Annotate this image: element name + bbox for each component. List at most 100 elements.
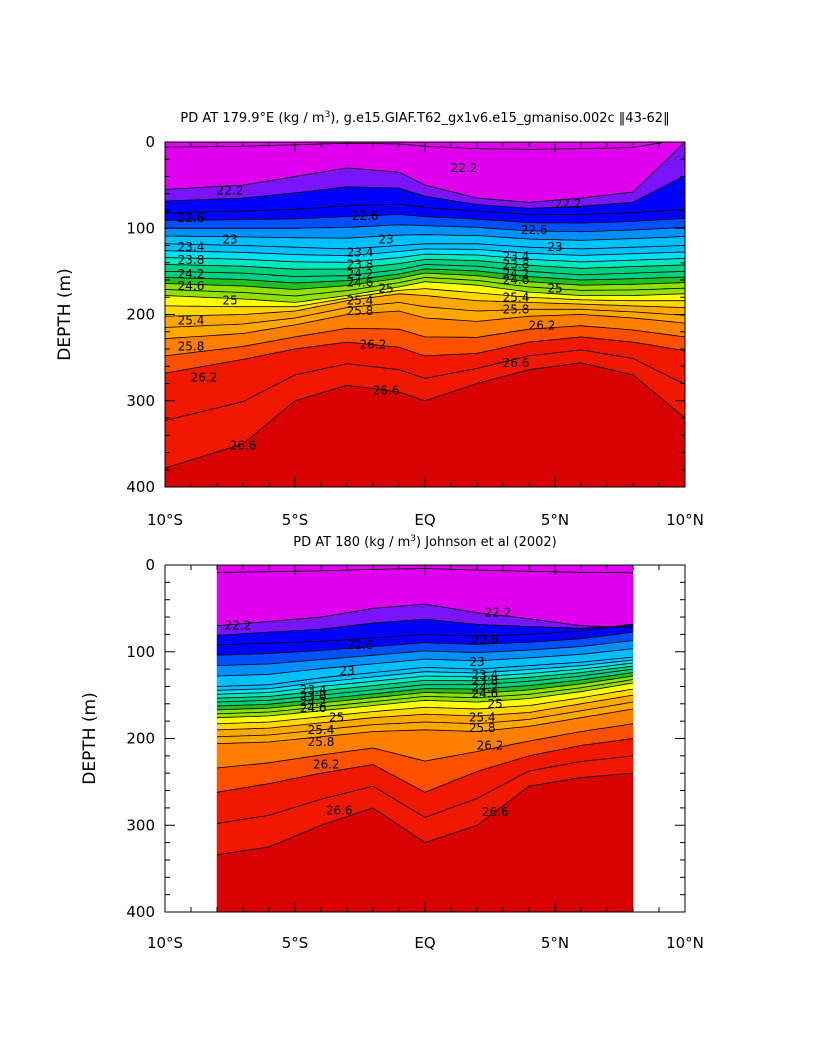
contour-label: 23.4 (347, 245, 374, 259)
isopycnal-line (164, 325, 686, 357)
isopycnal-line (165, 288, 685, 308)
contour-label: 25 (378, 282, 393, 296)
contour-label: 25.4 (347, 294, 374, 308)
contour-label: 23 (222, 233, 237, 247)
x-tick-label: 10°S (147, 934, 183, 952)
contour-label: 23.4 (300, 683, 327, 697)
contour-label: 25 (329, 711, 344, 725)
isopycnal-line (216, 603, 634, 628)
isopycnal-line (164, 175, 686, 209)
isopycnal-line (164, 264, 686, 278)
contour-label: 24.6 (300, 701, 327, 715)
isopycnal-line (216, 656, 634, 687)
y-tick-label: 0 (145, 133, 155, 151)
contour-label: 22.2 (224, 619, 251, 633)
isopycnal-line (164, 234, 686, 241)
contour-label: 25.4 (308, 723, 335, 737)
isopycnal-line (164, 349, 686, 421)
isopycnal-line (164, 281, 686, 303)
isopycnal-line (165, 224, 686, 233)
contour-label: 22.6 (178, 211, 205, 225)
chart-title-suffix: ) Johnson et al (2002) (416, 535, 557, 550)
contour-label: 22.2 (484, 606, 511, 620)
x-tick-label: EQ (414, 934, 435, 952)
y-tick-label: 100 (126, 219, 155, 237)
contour-label: 23 (469, 655, 484, 669)
isopycnal-line (164, 276, 686, 297)
x-tick-label: 10°N (666, 511, 704, 529)
bottom-density-section-panel: 22.222.222.6 22.6232323.423.423.823.824.2… (80, 534, 704, 952)
contour-label: 26.6 (482, 805, 509, 819)
contour-label: 23 (339, 664, 354, 678)
isopycnal-line (164, 258, 686, 270)
y-tick-label: 400 (126, 903, 155, 921)
contour-label: 24.2 (300, 695, 327, 709)
isopycnal-line (164, 248, 686, 257)
contour-label: 22.6 (352, 209, 379, 223)
contour-label: 24.6 (178, 279, 205, 293)
isopycnal-line (216, 668, 634, 703)
isopycnal-line (216, 694, 634, 731)
isopycnal-line (164, 336, 686, 374)
isopycnal-line (164, 301, 686, 328)
y-tick-label: 0 (145, 556, 155, 574)
contour-label: 25.8 (178, 339, 205, 353)
contour-label: 23.4 (471, 668, 498, 682)
isopycnal-line (216, 648, 634, 677)
contour-label: 26.2 (360, 338, 387, 352)
x-tick-label: 5°S (282, 934, 309, 952)
contour-label: 23.8 (347, 258, 374, 272)
y-tick-label: 300 (126, 816, 155, 834)
isopycnal-line (216, 672, 634, 707)
isopycnal-line (216, 688, 634, 725)
chart-title-prefix: PD AT 179.9°E (kg / m (180, 111, 324, 126)
contour-label: 25 (547, 282, 562, 296)
isopycnal-line (216, 659, 634, 691)
contour-label: 23.8 (503, 258, 530, 272)
contour-label: 22.2 (217, 183, 244, 197)
isopycnal-line (216, 738, 634, 793)
chart-title-superscript: 3 (325, 110, 331, 120)
chart-title: PD AT 180 (kg / m3) Johnson et al (2002) (293, 534, 557, 550)
chart-title-prefix: PD AT 180 (kg / m (293, 535, 410, 550)
contour-label: 24.2 (178, 267, 205, 281)
contour-label: 24.2 (471, 680, 498, 694)
isopycnal-line (216, 675, 634, 711)
y-tick-label: 400 (126, 478, 155, 496)
contour-label: 23.4 (178, 240, 205, 254)
contour-label: 26.6 (373, 383, 400, 397)
contour-label: 22.6 (347, 638, 374, 652)
contour-label: 25 (488, 697, 503, 711)
x-tick-label: 10°N (666, 934, 704, 952)
isopycnal-line (216, 631, 634, 656)
contour-label: 23 (547, 240, 562, 254)
isopycnal-line (216, 723, 634, 769)
isopycnal-line (164, 253, 686, 263)
contour-label: 23.8 (300, 689, 327, 703)
x-tick-label: 10°S (147, 511, 183, 529)
contour-label: 22.6 (521, 223, 548, 237)
contour-label: 25.8 (347, 304, 374, 318)
contour-label: 26.2 (191, 371, 218, 385)
isopycnal-line (164, 203, 686, 215)
isopycnal-line (216, 640, 634, 666)
y-tick-label: 100 (126, 643, 155, 661)
isopycnal-line (216, 618, 634, 636)
x-tick-label: 5°N (541, 511, 569, 529)
contour-label: 25.8 (308, 735, 335, 749)
contour-label: 23 (378, 233, 393, 247)
contour-label: 24.6 (347, 276, 374, 290)
isopycnal-line (164, 243, 686, 250)
contour-label: 23.8 (178, 253, 205, 267)
contour-label: 22.6 (471, 633, 498, 647)
y-tick-label: 200 (126, 306, 155, 324)
contour-label: 23.8 (471, 674, 498, 688)
x-tick-label: 5°N (541, 934, 569, 952)
contour-label: 26.6 (326, 804, 353, 818)
isopycnal-line (216, 662, 634, 695)
contour-label: 22.2 (451, 161, 478, 175)
y-axis-label: DEPTH (m) (80, 692, 100, 784)
isopycnal-line (164, 272, 686, 290)
isopycnal-line (164, 310, 686, 339)
